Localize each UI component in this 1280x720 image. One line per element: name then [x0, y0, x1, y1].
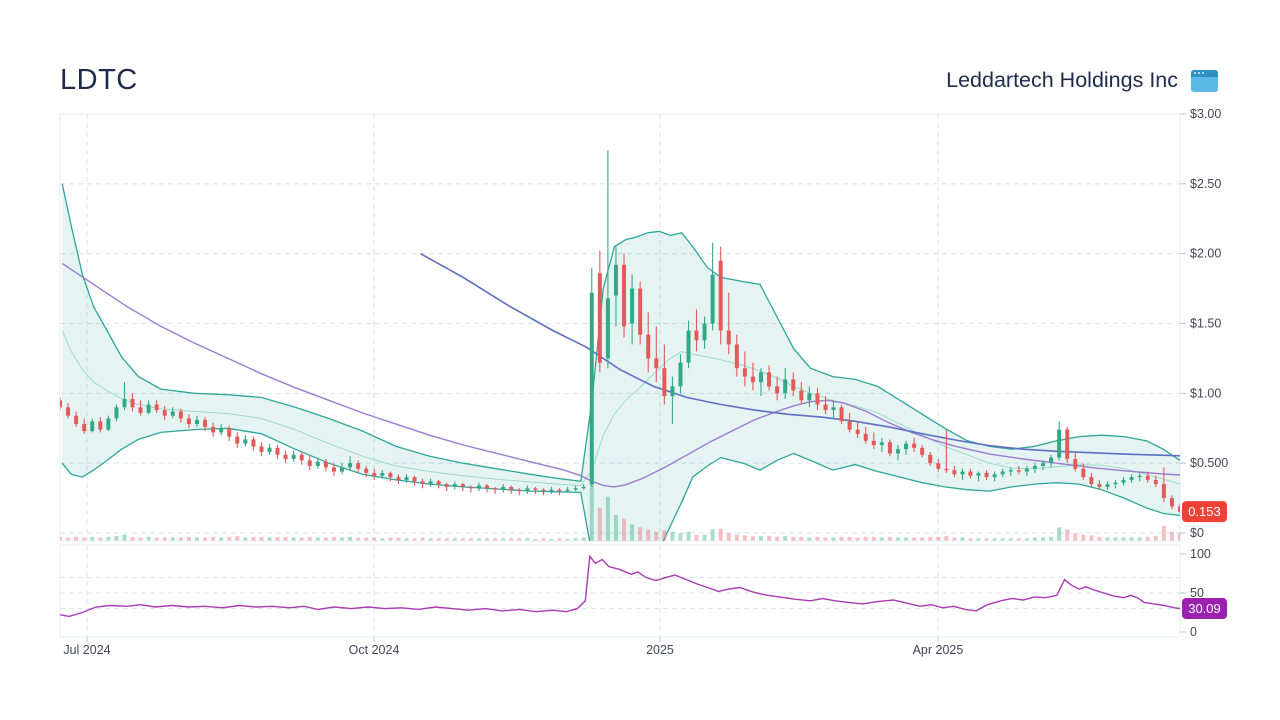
price-tick-label: $1.00 — [1190, 386, 1221, 400]
price-axis-labels: $3.00 $2.50 $2.00 $1.50 $1.00 $0.500 $0 — [1180, 107, 1228, 540]
last-price-badge: 0.153 — [1182, 501, 1227, 523]
pane-borders — [59, 113, 1181, 638]
rsi-tick-label: 0 — [1190, 625, 1197, 639]
app-window-icon — [1191, 69, 1218, 92]
company-name: Leddartech Holdings Inc — [946, 68, 1178, 92]
rsi-axis-labels: 100 50 0 — [1180, 547, 1211, 639]
volume-bars — [60, 467, 1180, 541]
rsi-value-badge: 30.09 — [1182, 598, 1227, 620]
last-price-value: 0.153 — [1188, 504, 1221, 519]
price-tick-label: $2.00 — [1190, 247, 1221, 261]
time-tick-label: Oct 2024 — [349, 643, 400, 657]
rsi-tick-label: 50 — [1190, 586, 1204, 600]
time-tick-label: Apr 2025 — [913, 643, 964, 657]
rsi-tick-label: 100 — [1190, 547, 1211, 561]
company-header: Leddartech Holdings Inc — [946, 68, 1218, 93]
time-tick-label: Jul 2024 — [63, 643, 110, 657]
ticker-symbol: LDTC — [60, 64, 138, 96]
rsi-value: 30.09 — [1188, 601, 1221, 616]
candlesticks — [60, 150, 1180, 514]
rsi-line — [60, 554, 1180, 618]
price-tick-label: $3.00 — [1190, 107, 1221, 121]
price-tick-label: $1.50 — [1190, 317, 1221, 331]
time-axis-labels: Jul 2024 Oct 2024 2025 Apr 2025 — [63, 637, 963, 657]
app-window-icon-bar — [1191, 69, 1218, 77]
ma-line-purple — [61, 262, 1180, 488]
price-tick-label: $2.50 — [1190, 177, 1221, 191]
time-tick-label: 2025 — [646, 643, 674, 657]
bollinger-band — [61, 183, 1180, 541]
price-tick-label: $0 — [1190, 526, 1204, 540]
price-tick-label: $0.500 — [1190, 456, 1228, 470]
